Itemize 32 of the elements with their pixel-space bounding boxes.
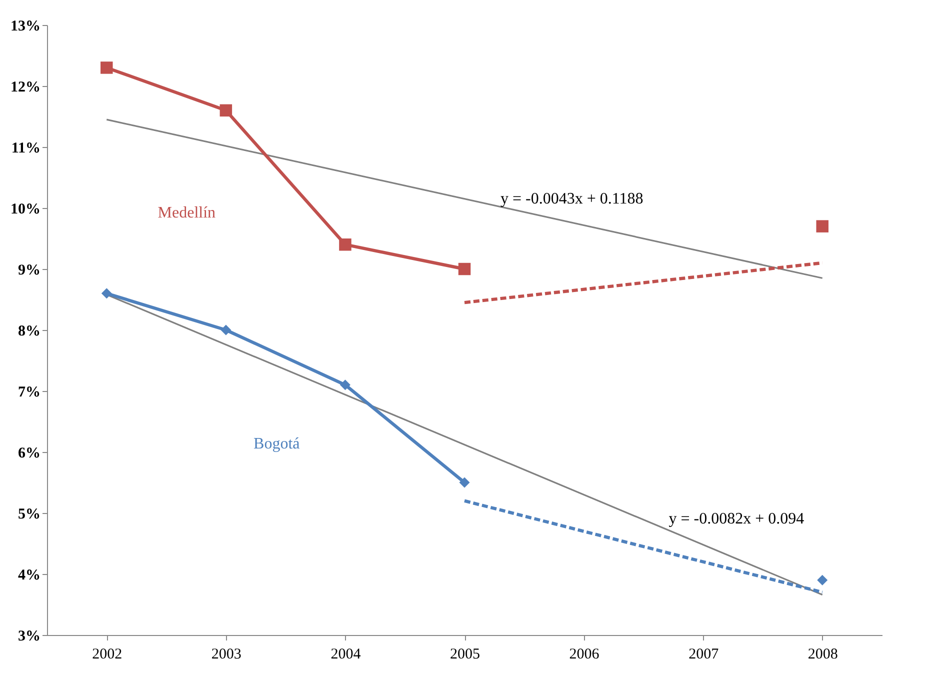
point xyxy=(101,288,112,299)
x-tick-label: 2006 xyxy=(569,646,600,662)
x-tick-label: 2002 xyxy=(92,646,122,662)
y-tick-label: 12% xyxy=(10,80,40,96)
x-tick-label: 2007 xyxy=(688,646,720,662)
point xyxy=(817,574,828,586)
y-tick-label: 9% xyxy=(18,262,40,278)
y-tick-label: 7% xyxy=(18,384,40,400)
y-tick-label: 3% xyxy=(18,628,40,644)
point xyxy=(816,220,828,232)
y-tick-label: 13% xyxy=(10,18,40,34)
point xyxy=(340,380,350,390)
text: Bogotá xyxy=(254,435,300,452)
x-tick-label: 2005 xyxy=(450,646,480,662)
point xyxy=(339,238,352,251)
y-tick-label: 6% xyxy=(18,446,40,462)
x-tick-label: 2003 xyxy=(211,646,242,662)
y-tick-label: 8% xyxy=(18,324,40,340)
point xyxy=(220,104,232,117)
y-tick-label: 4% xyxy=(18,568,40,584)
point xyxy=(100,62,113,74)
x-tick-label: 2008 xyxy=(808,646,838,662)
point xyxy=(220,324,232,336)
y-tick-label: 10% xyxy=(10,202,40,218)
text: Medellín xyxy=(158,204,216,222)
y-tick-label: 5% xyxy=(18,506,40,522)
point xyxy=(459,477,470,488)
y-tick-label: 11% xyxy=(11,140,40,156)
series-label: y = -0.0043x + 0.1188 xyxy=(500,190,644,208)
point xyxy=(458,262,471,276)
series-label: y = -0.0082x + 0.094 xyxy=(668,510,804,528)
x-tick-label: 2004 xyxy=(330,646,362,662)
